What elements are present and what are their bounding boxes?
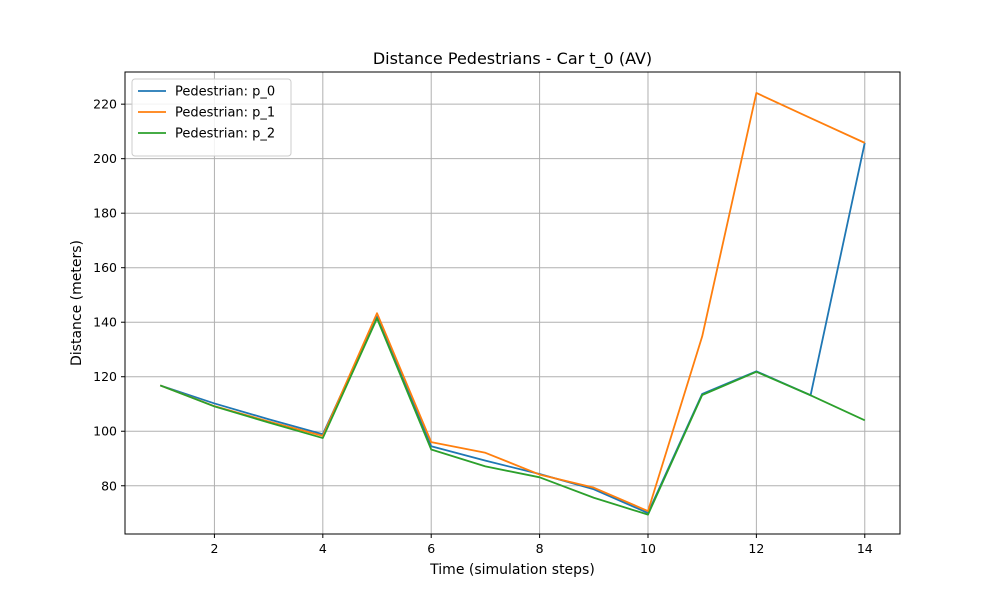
axes-frame (124, 71, 901, 535)
y-axis-label: Distance (meters) (69, 240, 85, 366)
y-tick-label: 200 (93, 151, 117, 166)
x-tick-label: 8 (536, 541, 544, 556)
axis-ticks: 2 4 6 8 10 12 14 80 100 120 140 160 180 200 220 (93, 97, 873, 556)
x-axis-label: Time (simulation steps) (429, 562, 595, 578)
legend-label-1: Pedestrian: p_1 (175, 106, 275, 121)
legend-box (131, 78, 292, 157)
y-tick-label: 100 (93, 424, 117, 439)
y-tick-label: 120 (93, 369, 117, 384)
x-tick-label: 14 (857, 541, 873, 556)
x-tick-label: 2 (210, 541, 218, 556)
x-tick-label: 12 (748, 541, 764, 556)
x-tick-label: 10 (640, 541, 656, 556)
legend-label-2: Pedestrian: p_2 (175, 127, 275, 142)
y-tick-label: 180 (93, 206, 117, 221)
series-line-2 (159, 317, 866, 516)
y-tick-label: 80 (101, 478, 117, 493)
series-lines (159, 92, 866, 516)
y-tick-label: 220 (93, 97, 117, 112)
x-tick-label: 4 (319, 541, 327, 556)
y-tick-label: 140 (93, 315, 117, 330)
chart-title: Distance Pedestrians - Car t_0 (AV) (373, 49, 652, 69)
y-tick-label: 160 (93, 260, 117, 275)
legend-label-0: Pedestrian: p_0 (175, 85, 275, 100)
x-tick-label: 6 (427, 541, 435, 556)
series-line-1 (159, 92, 866, 513)
legend: Pedestrian: p_0 Pedestrian: p_1 Pedestrian… (131, 78, 292, 157)
